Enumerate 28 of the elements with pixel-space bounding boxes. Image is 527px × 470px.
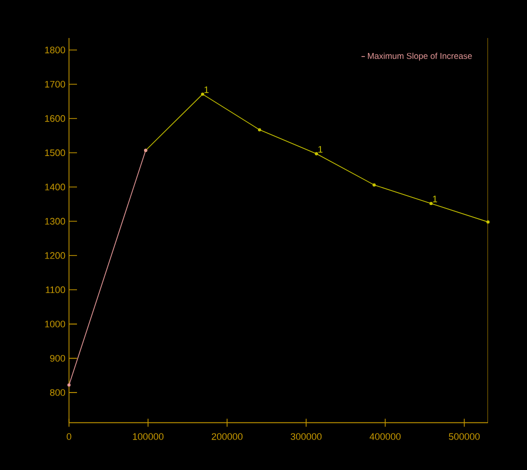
point	[372, 183, 376, 187]
point	[67, 383, 71, 387]
annotation: 1	[318, 146, 322, 153]
x-tick-label: 200000	[212, 433, 243, 440]
y-tick-label: 1100	[46, 286, 66, 294]
x-tick-label: 300000	[290, 433, 322, 440]
point	[201, 92, 204, 96]
x-tick-label: 0	[66, 433, 72, 440]
y-tick-label: 1400	[45, 184, 66, 190]
legend-label: Maximum Slope of Increase	[368, 52, 472, 61]
y-tick-label: 800	[50, 389, 66, 396]
y-tick-label: 1700	[45, 80, 66, 88]
annotation: 1	[204, 86, 209, 93]
point	[314, 152, 318, 156]
point	[486, 220, 490, 224]
point	[429, 202, 433, 206]
x-tick-label: 500000	[448, 433, 480, 440]
y-tick-label: 1500	[45, 149, 66, 156]
y-tick-label: 900	[50, 354, 66, 362]
point	[258, 128, 262, 132]
annotation: 1	[432, 196, 438, 202]
x-tick-label: 100000	[132, 433, 164, 440]
y-tick-label: 1600	[45, 115, 66, 122]
y-tick-label: 1300	[45, 218, 66, 225]
y-tick-label: 1000	[45, 320, 66, 328]
y-tick-label: 1800	[45, 46, 66, 54]
y-tick-label: 1200	[45, 252, 66, 259]
x-tick-label: 400000	[370, 433, 401, 440]
